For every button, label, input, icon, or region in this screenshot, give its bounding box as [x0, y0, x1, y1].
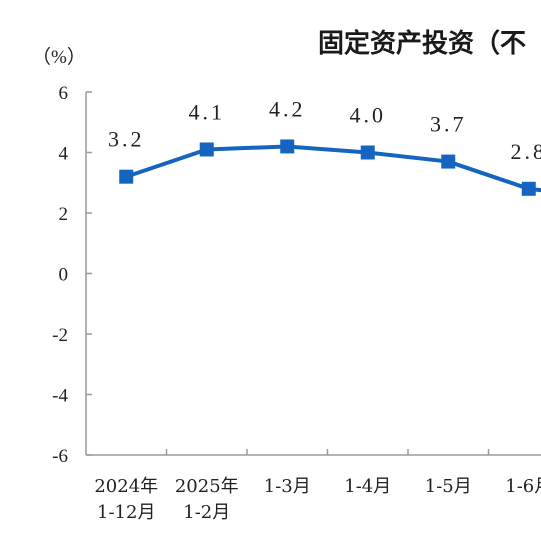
- y-tick-label: -4: [52, 386, 68, 407]
- series-group: [119, 139, 541, 196]
- y-axis-unit: （%）: [32, 46, 86, 68]
- y-tick-label: 4: [59, 144, 69, 165]
- data-label: 3.2: [108, 127, 145, 152]
- data-label: 4.0: [350, 103, 387, 128]
- x-tick-label: 1-4月: [344, 476, 391, 497]
- x-tick-label: 2025年 1-2月: [175, 476, 239, 523]
- y-tick-label: 6: [59, 83, 69, 104]
- axes: [85, 92, 541, 456]
- data-label: 4.2: [269, 96, 306, 121]
- data-point-marker: [441, 154, 456, 169]
- data-point-marker: [119, 169, 134, 184]
- y-tick-label: 2: [59, 204, 69, 225]
- data-point-marker: [280, 139, 295, 154]
- data-point-marker: [360, 145, 375, 160]
- y-tick-label: 0: [59, 265, 69, 286]
- data-label: 2.8: [511, 139, 541, 164]
- y-tick-label: -2: [52, 325, 68, 346]
- x-tick-label: 1-6月: [505, 476, 541, 497]
- chart-title: 固定资产投资（不: [318, 28, 526, 59]
- data-label: 3.7: [430, 112, 467, 137]
- data-point-marker: [199, 142, 214, 157]
- x-tick-label: 2024年 1-12月: [94, 476, 158, 523]
- x-tick-label: 1-3月: [264, 476, 311, 497]
- data-point-marker: [521, 181, 536, 196]
- data-label: 4.1: [189, 99, 226, 124]
- data-labels: 3.2 4.1 4.2 4.0 3.7 2.8: [108, 96, 541, 163]
- y-tick-label: -6: [52, 446, 68, 467]
- series-line: [124, 144, 541, 193]
- x-tick-label: 1-5月: [425, 476, 472, 497]
